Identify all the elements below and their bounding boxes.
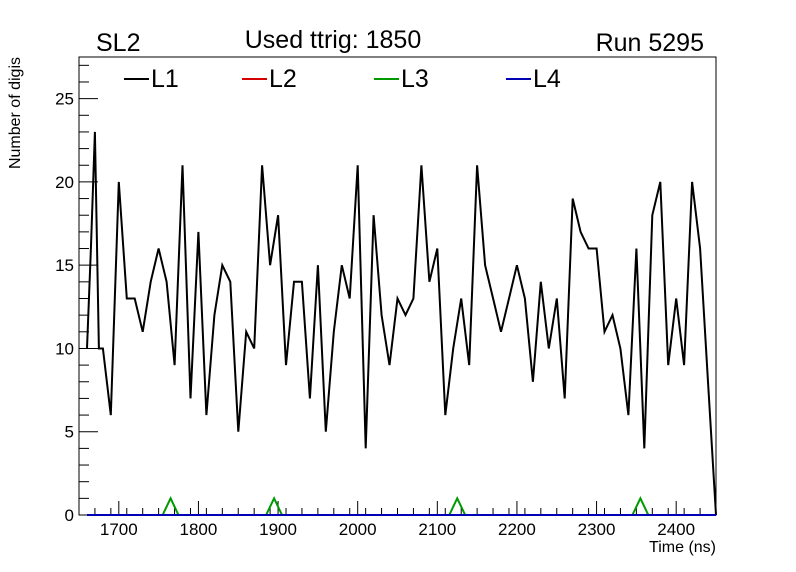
header-left-label: SL2	[96, 29, 140, 57]
header-right-label: Run 5295	[596, 29, 704, 57]
x-tick-label: 2400	[657, 520, 695, 539]
x-tick-label: 2200	[498, 520, 536, 539]
legend-label-l2: L2	[269, 65, 297, 93]
y-tick-label: 20	[55, 173, 74, 192]
x-tick-label: 2300	[578, 520, 616, 539]
header-center-title: Used ttrig: 1850	[245, 26, 422, 54]
x-tick-label: 1700	[100, 520, 138, 539]
legend: L1 L2 L3 L4	[124, 65, 561, 93]
y-tick-label: 0	[65, 506, 74, 525]
y-axis-title: Number of digis	[7, 57, 24, 169]
x-tick-label: 2100	[418, 520, 456, 539]
y-tick-label: 25	[55, 90, 74, 109]
legend-label-l1: L1	[151, 65, 179, 93]
y-tick-label: 15	[55, 256, 74, 275]
legend-label-l4: L4	[533, 65, 561, 93]
y-tick-label: 10	[55, 339, 74, 358]
axis-ticks: 1700 1800 1900 2000 2100 2200 2300 2400 0 5 10 15 20…	[55, 64, 717, 539]
x-tick-label: 1900	[259, 520, 297, 539]
x-tick-label: 1800	[180, 520, 218, 539]
y-tick-label: 5	[65, 423, 74, 442]
series-lines	[86, 131, 717, 516]
x-axis-title: Time (ns)	[649, 539, 716, 556]
series-line-l1	[86, 131, 717, 516]
x-tick-label: 2000	[339, 520, 377, 539]
legend-label-l3: L3	[401, 65, 429, 93]
